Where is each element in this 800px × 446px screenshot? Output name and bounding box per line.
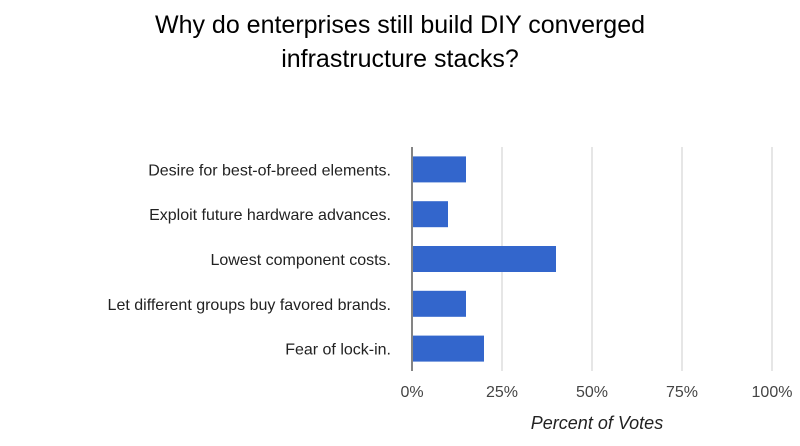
chart-title-line-1: Why do enterprises still build DIY conve… xyxy=(154,11,646,39)
x-tick-label: 75% xyxy=(666,384,698,401)
category-label: Lowest component costs. xyxy=(210,252,391,269)
chart-title-line-2: infrastructure stacks? xyxy=(281,45,519,73)
bar xyxy=(413,290,466,317)
x-tick-label: 50% xyxy=(576,384,608,401)
bar xyxy=(413,246,556,272)
bars xyxy=(413,156,556,362)
bar xyxy=(413,156,466,183)
category-label: Desire for best-of-breed elements. xyxy=(148,162,391,179)
bar xyxy=(413,201,448,228)
chart-title: Why do enterprises still build DIY conve… xyxy=(0,8,800,76)
category-label: Exploit future hardware advances. xyxy=(149,207,391,224)
x-axis-title: Percent of Votes xyxy=(531,413,663,433)
bar xyxy=(413,335,484,362)
category-label: Let different groups buy favored brands. xyxy=(108,297,391,314)
category-label: Fear of lock-in. xyxy=(285,342,391,359)
x-tick-label: 0% xyxy=(400,384,423,401)
x-tick-label: 100% xyxy=(752,384,793,401)
category-labels: Desire for best-of-breed elements. Exploi… xyxy=(108,162,391,358)
gridlines xyxy=(411,147,773,371)
x-tick-label: 25% xyxy=(486,384,518,401)
x-tick-labels: 0% 25% 50% 75% 100% xyxy=(400,384,792,401)
